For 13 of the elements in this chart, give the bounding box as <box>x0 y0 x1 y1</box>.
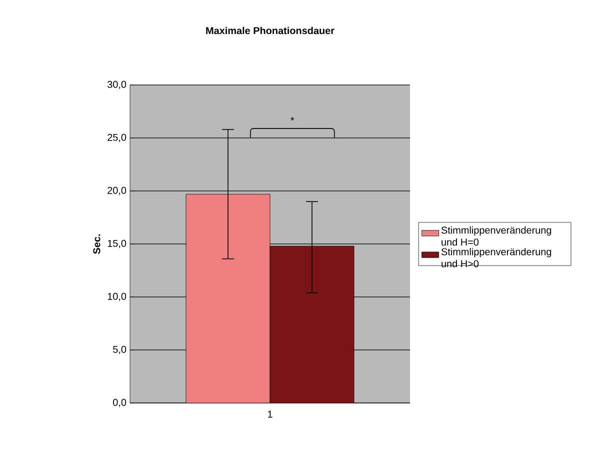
y-tick-label: 30,0 <box>107 80 126 90</box>
y-tick-label: 15,0 <box>108 240 126 248</box>
x-tick-label: 1 <box>268 410 272 418</box>
y-tick-label: 10,0 <box>108 292 126 302</box>
y-tick-label: 0,0 <box>113 398 126 408</box>
chart-title: Maximale Phonationsdauer <box>206 26 334 34</box>
y-tick-label: 5,0 <box>113 346 126 354</box>
y-tick-label: 20,0 <box>108 186 126 196</box>
y-axis-title: Sec. <box>93 234 100 254</box>
legend-label: Stimmlippenveränderung und H=0 <box>441 226 552 246</box>
annotation: * <box>290 117 294 121</box>
legend-label: Stimmlippenveränderung und H>0 <box>441 248 552 268</box>
y-tick-label: 25,0 <box>108 134 126 142</box>
